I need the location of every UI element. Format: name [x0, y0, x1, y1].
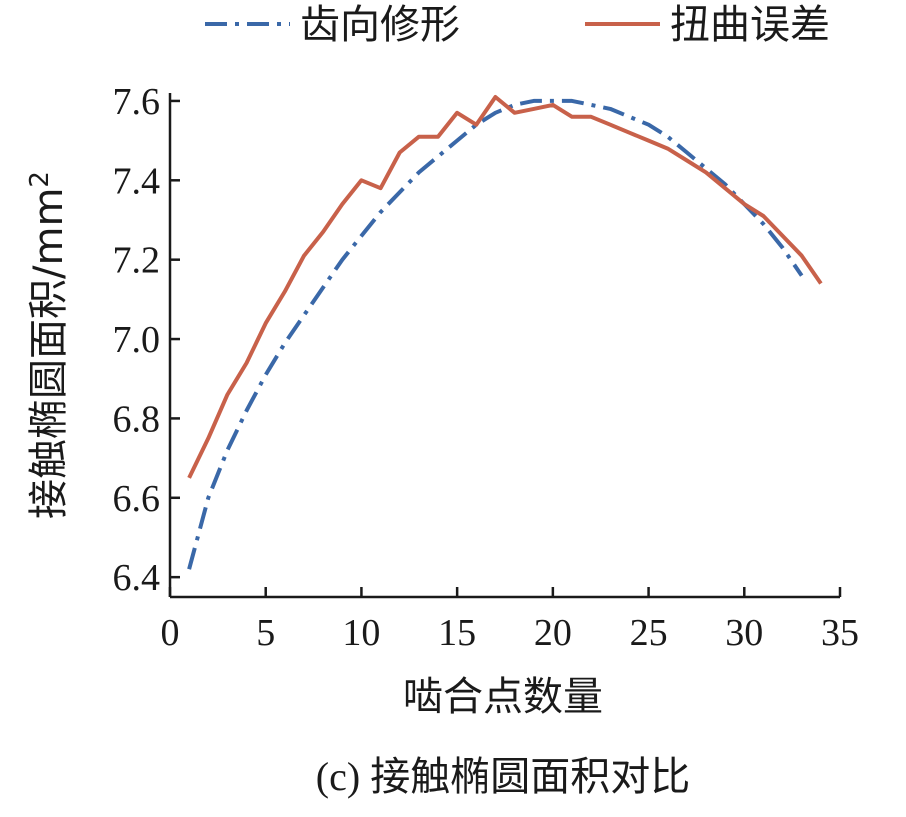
x-tick-label: 10	[342, 612, 380, 654]
figure-caption: (c) 接触椭圆面积对比	[316, 754, 690, 799]
x-tick-label: 35	[821, 612, 859, 654]
y-tick-label: 6.8	[113, 398, 161, 440]
x-tick-label: 20	[534, 612, 572, 654]
x-tick-label: 5	[256, 612, 275, 654]
x-tick-label: 15	[438, 612, 476, 654]
x-tick-label: 0	[161, 612, 180, 654]
series-layer	[187, 95, 823, 570]
y-tick-label: 7.4	[113, 160, 161, 202]
y-axis-title-text: 接触椭圆面积/mm	[26, 188, 72, 519]
x-ticks: 0 5 10 15 20 25 30 35	[161, 587, 859, 654]
y-tick-label: 6.4	[113, 557, 161, 599]
series-line-tooth-modification	[187, 98, 804, 570]
y-tick-label: 7.2	[113, 240, 161, 282]
x-axis-title: 啮合点数量	[403, 674, 603, 720]
legend: 齿向修形 扭曲误差	[205, 2, 830, 48]
series-line-twist-error	[187, 95, 823, 479]
x-tick-label: 30	[725, 612, 763, 654]
legend-label-tooth-modification: 齿向修形	[300, 2, 460, 48]
y-axis-title-superscript: 2	[25, 171, 55, 188]
y-tick-label: 6.6	[113, 478, 161, 520]
x-tick-label: 25	[630, 612, 668, 654]
y-tick-label: 7.0	[113, 319, 161, 361]
y-ticks: 6.4 6.6 6.8 7.0 7.2 7.4 7.6	[113, 81, 180, 599]
y-axis-title: 接触椭圆面积/mm2	[25, 171, 72, 519]
legend-label-twist-error: 扭曲误差	[670, 2, 830, 48]
y-tick-label: 7.6	[113, 81, 161, 123]
